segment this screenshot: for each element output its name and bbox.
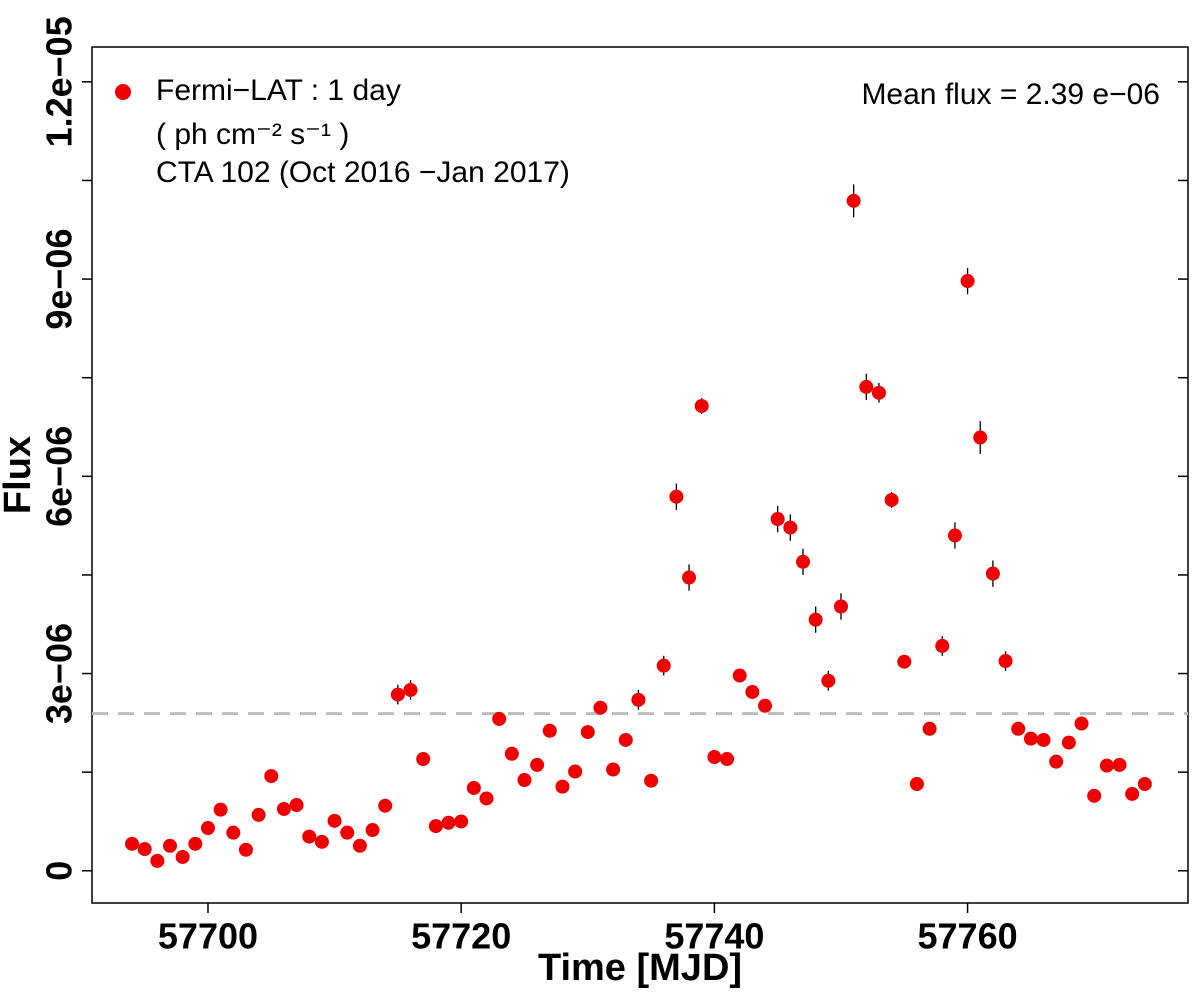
data-point <box>466 780 481 795</box>
y-tick-label: 0 <box>39 861 80 881</box>
data-point <box>998 654 1013 669</box>
data-point <box>340 825 355 840</box>
y-tick-label: 1.2e−05 <box>39 16 80 147</box>
data-point <box>1087 788 1102 803</box>
data-point <box>251 807 266 822</box>
data-point <box>922 721 937 736</box>
y-tick-label: 3e−06 <box>39 623 80 724</box>
data-point <box>682 570 697 585</box>
data-point <box>745 684 760 699</box>
data-point <box>390 687 405 702</box>
legend-marker <box>115 84 131 100</box>
data-point <box>1074 716 1089 731</box>
data-point <box>200 821 215 836</box>
data-point <box>871 385 886 400</box>
data-point <box>276 801 291 816</box>
data-point <box>808 612 823 627</box>
data-point <box>517 773 532 788</box>
data-point <box>720 752 735 767</box>
data-point <box>758 698 773 713</box>
y-tick-label: 9e−06 <box>39 229 80 330</box>
data-point <box>644 773 659 788</box>
data-point <box>188 836 203 851</box>
data-point <box>568 764 583 779</box>
data-point <box>479 791 494 806</box>
data-point <box>314 834 329 849</box>
data-point <box>542 723 557 738</box>
legend-text: ( ph cm⁻² s⁻¹ ) <box>156 118 349 151</box>
x-tick-label: 57760 <box>918 916 1018 957</box>
data-point <box>947 528 962 543</box>
data-point <box>238 842 253 857</box>
x-tick-label: 57740 <box>664 916 764 957</box>
data-point <box>428 819 443 834</box>
data-point <box>175 849 190 864</box>
data-point <box>821 673 836 688</box>
data-point <box>859 379 874 394</box>
data-point <box>618 732 633 747</box>
data-point <box>441 815 456 830</box>
data-point <box>327 813 342 828</box>
data-point <box>606 762 621 777</box>
data-point <box>555 779 570 794</box>
data-point <box>403 682 418 697</box>
data-point <box>213 802 228 817</box>
data-point <box>1011 721 1026 736</box>
data-point <box>365 823 380 838</box>
y-axis-label: Flux <box>0 436 39 514</box>
data-point <box>1061 735 1076 750</box>
data-point <box>1023 731 1038 746</box>
data-point <box>770 512 785 527</box>
data-point <box>732 668 747 683</box>
data-point <box>960 274 975 289</box>
data-point <box>884 492 899 507</box>
data-point <box>125 836 140 851</box>
x-axis-label: Time [MJD] <box>538 947 742 989</box>
data-point <box>150 853 165 868</box>
data-point <box>492 711 507 726</box>
data-point <box>897 654 912 669</box>
data-point <box>631 692 646 707</box>
data-point <box>378 798 393 813</box>
data-point <box>289 798 304 813</box>
data-point <box>707 750 722 765</box>
data-point <box>137 842 152 857</box>
data-point <box>226 825 241 840</box>
y-tick-label: 6e−06 <box>39 426 80 527</box>
data-point <box>694 398 709 413</box>
data-point <box>504 746 519 761</box>
data-point <box>935 638 950 653</box>
data-point <box>796 554 811 569</box>
data-point <box>302 829 317 844</box>
legend-text: CTA 102 (Oct 2016 −Jan 2017) <box>156 156 570 189</box>
data-point <box>783 520 798 535</box>
data-point <box>580 725 595 740</box>
data-point <box>416 752 431 767</box>
data-point <box>846 193 861 208</box>
data-point <box>973 430 988 445</box>
data-point <box>909 777 924 792</box>
x-tick-label: 57700 <box>158 916 258 957</box>
annotation: Mean flux = 2.39 e−06 <box>861 78 1160 111</box>
data-point <box>669 489 684 504</box>
x-tick-label: 57720 <box>411 916 511 957</box>
data-point <box>454 814 469 829</box>
data-point <box>833 599 848 614</box>
data-point <box>656 658 671 673</box>
data-point <box>530 757 545 772</box>
data-point <box>593 700 608 715</box>
data-point <box>1125 786 1140 801</box>
data-point <box>162 838 177 853</box>
data-point <box>1049 754 1064 769</box>
data-point <box>1137 777 1152 792</box>
data-point <box>985 566 1000 581</box>
legend-text: Fermi−LAT : 1 day <box>156 74 401 107</box>
data-point <box>264 769 279 784</box>
data-point <box>1036 732 1051 747</box>
plot-frame <box>91 46 1189 904</box>
data-point <box>1099 758 1114 773</box>
data-point <box>352 838 367 853</box>
data-point <box>1112 757 1127 772</box>
